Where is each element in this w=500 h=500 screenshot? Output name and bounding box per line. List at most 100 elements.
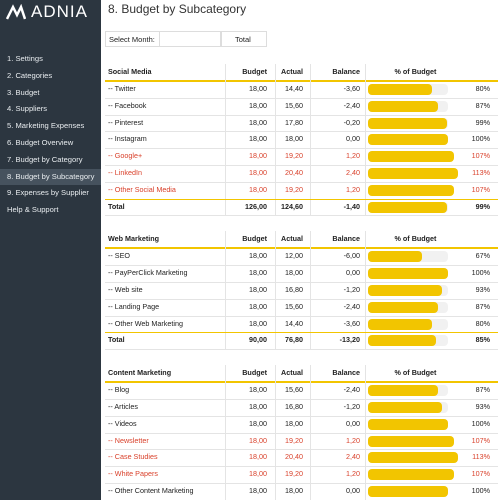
row-name: -- Other Social Media — [108, 184, 176, 194]
cell-actual: 19,20 — [285, 469, 303, 479]
percent-label: 100% — [471, 418, 490, 428]
cell-actual: 76,80 — [285, 335, 303, 345]
cell-budget: 18,00 — [249, 402, 267, 411]
row-name: -- Other Content Marketing — [108, 486, 194, 495]
column-header: Budget — [242, 368, 267, 378]
cell-budget: 18,00 — [249, 84, 267, 93]
cell-actual: 18,00 — [285, 418, 303, 428]
percent-label: 107% — [471, 184, 490, 194]
cell-balance: -2,40 — [343, 100, 360, 110]
percent-bar — [368, 486, 448, 497]
percent-label: 67% — [475, 251, 490, 261]
cell-actual: 16,80 — [285, 402, 303, 411]
menu-item[interactable]: 3. Budget — [7, 87, 40, 97]
row-name: -- Instagram — [108, 134, 147, 144]
percent-bar — [368, 168, 459, 179]
row-name: -- PayPerClick Marketing — [108, 268, 188, 278]
column-header: Actual — [281, 368, 303, 378]
select-value[interactable]: Total — [221, 31, 267, 47]
column-divider — [365, 365, 366, 500]
row-rule — [105, 432, 498, 434]
section-title: Content Marketing — [108, 368, 172, 378]
row-name: -- Facebook — [108, 100, 147, 110]
percent-bar — [368, 151, 454, 163]
row-rule — [105, 265, 498, 267]
menu-item[interactable]: 7. Budget by Category — [7, 154, 83, 164]
percent-label: 113% — [472, 168, 490, 177]
percent-label: 107% — [471, 151, 490, 161]
cell-budget: 18,00 — [249, 268, 267, 278]
cell-budget: 18,00 — [249, 285, 267, 294]
column-header: % of Budget — [394, 67, 437, 76]
percent-bar — [368, 418, 448, 430]
cell-budget: 18,00 — [249, 134, 267, 144]
menu-item[interactable]: 6. Budget Overview — [7, 138, 74, 147]
row-name: Total — [108, 201, 125, 211]
cell-balance: -6,00 — [343, 251, 360, 261]
cell-balance: 2,40 — [346, 452, 360, 462]
row-rule — [105, 399, 498, 400]
row-name: -- LinkedIn — [108, 168, 142, 177]
cell-actual: 18,00 — [285, 134, 303, 144]
cell-budget: 18,00 — [249, 184, 267, 194]
header-rule — [105, 381, 498, 384]
column-divider — [225, 365, 226, 500]
column-header: Actual — [281, 234, 303, 244]
row-rule — [105, 315, 498, 317]
menu-item[interactable]: 9. Expenses by Supplier — [7, 188, 89, 198]
percent-label: 107% — [471, 469, 490, 479]
percent-bar — [368, 285, 443, 296]
percent-bar — [368, 134, 448, 146]
row-name: -- SEO — [108, 251, 130, 261]
row-name: -- Newsletter — [108, 435, 149, 445]
cell-actual: 20,40 — [285, 168, 303, 177]
cell-budget: 18,00 — [249, 418, 267, 428]
cell-actual: 12,00 — [285, 251, 303, 261]
menu-item[interactable]: Help & Support — [7, 205, 59, 215]
cell-balance: -0,20 — [343, 117, 360, 127]
column-header: Balance — [332, 234, 360, 244]
percent-label: 87% — [475, 385, 490, 395]
percent-label: 100% — [471, 486, 490, 495]
cell-budget: 18,00 — [249, 301, 267, 311]
row-name: -- Blog — [108, 385, 130, 395]
menu-item[interactable]: 2. Categories — [7, 70, 53, 80]
cell-actual: 18,00 — [285, 268, 303, 278]
cell-actual: 19,20 — [285, 184, 303, 194]
column-divider — [310, 64, 311, 216]
cell-budget: 18,00 — [249, 117, 267, 127]
percent-bar — [368, 100, 438, 112]
cell-actual: 18,00 — [285, 486, 303, 495]
cell-budget: 18,00 — [249, 251, 267, 261]
cell-actual: 19,20 — [285, 151, 303, 161]
select-blank — [159, 31, 221, 47]
cell-balance: -1,20 — [343, 285, 360, 294]
percent-label: 113% — [472, 452, 490, 462]
cell-budget: 18,00 — [249, 469, 267, 479]
percent-label: 87% — [475, 301, 490, 311]
page-title: 8. Budget by Subcategory — [108, 2, 247, 16]
column-divider — [310, 365, 311, 500]
row-name: -- Twitter — [108, 84, 136, 93]
row-rule — [105, 349, 498, 351]
percent-label: 99% — [475, 117, 490, 127]
menu-item[interactable]: 4. Suppliers — [7, 104, 48, 114]
percent-label: 85% — [475, 335, 490, 345]
cell-actual: 20,40 — [285, 452, 303, 462]
percent-bar — [368, 469, 454, 481]
cell-balance: -2,40 — [343, 301, 360, 311]
select-label: Select Month: — [105, 31, 159, 47]
percent-bar — [368, 385, 438, 397]
cell-actual: 15,60 — [285, 100, 303, 110]
cell-balance: 0,00 — [346, 134, 360, 144]
menu-item[interactable]: 5. Marketing Expenses — [7, 121, 85, 131]
column-divider — [225, 231, 226, 350]
cell-budget: 18,00 — [249, 318, 267, 328]
cell-actual: 17,80 — [285, 117, 303, 127]
menu-item[interactable]: 8. Budget by Subcategory — [0, 168, 101, 186]
menu-item[interactable]: 1. Settings — [7, 54, 43, 63]
percent-bar — [368, 117, 448, 129]
percent-label: 100% — [471, 268, 490, 278]
column-header: Balance — [332, 368, 360, 378]
